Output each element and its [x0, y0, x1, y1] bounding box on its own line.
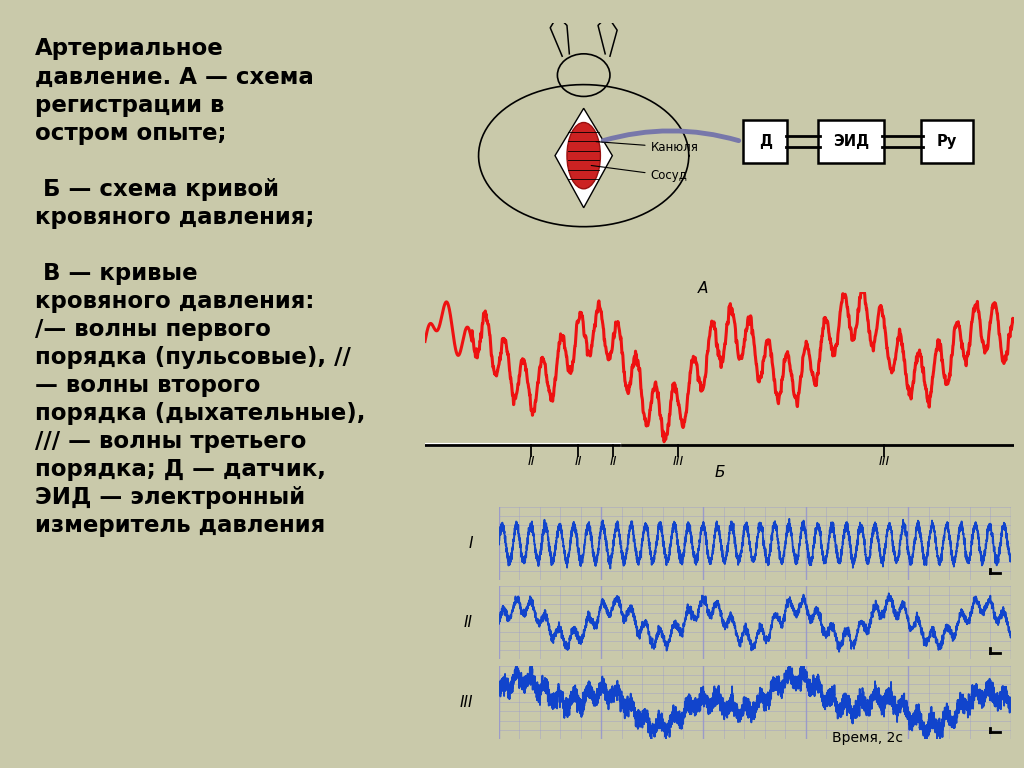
- Ellipse shape: [567, 122, 600, 189]
- Polygon shape: [555, 108, 612, 208]
- Text: ЭИД: ЭИД: [834, 134, 869, 149]
- FancyBboxPatch shape: [921, 120, 973, 164]
- FancyBboxPatch shape: [818, 120, 885, 164]
- Text: Канюля: Канюля: [596, 141, 698, 154]
- Text: III: III: [460, 695, 473, 710]
- Text: II: II: [464, 615, 473, 630]
- Text: А: А: [698, 281, 709, 296]
- Text: II: II: [574, 455, 582, 468]
- Text: II: II: [609, 455, 617, 468]
- Text: III: III: [673, 455, 684, 468]
- Text: Время, 2с: Время, 2с: [831, 731, 903, 745]
- FancyBboxPatch shape: [743, 120, 787, 164]
- Text: Ру: Ру: [937, 134, 957, 149]
- Text: I: I: [469, 536, 473, 551]
- Text: Артериальное
давление. А — схема
регистрации в
остром опыте;

 Б — схема кривой
: Артериальное давление. А — схема регистр…: [35, 38, 366, 537]
- Text: Сосуд: Сосуд: [591, 165, 687, 182]
- Text: Б: Б: [714, 465, 725, 480]
- Text: Д: Д: [759, 134, 772, 149]
- Text: II: II: [527, 455, 535, 468]
- Text: III: III: [879, 455, 890, 468]
